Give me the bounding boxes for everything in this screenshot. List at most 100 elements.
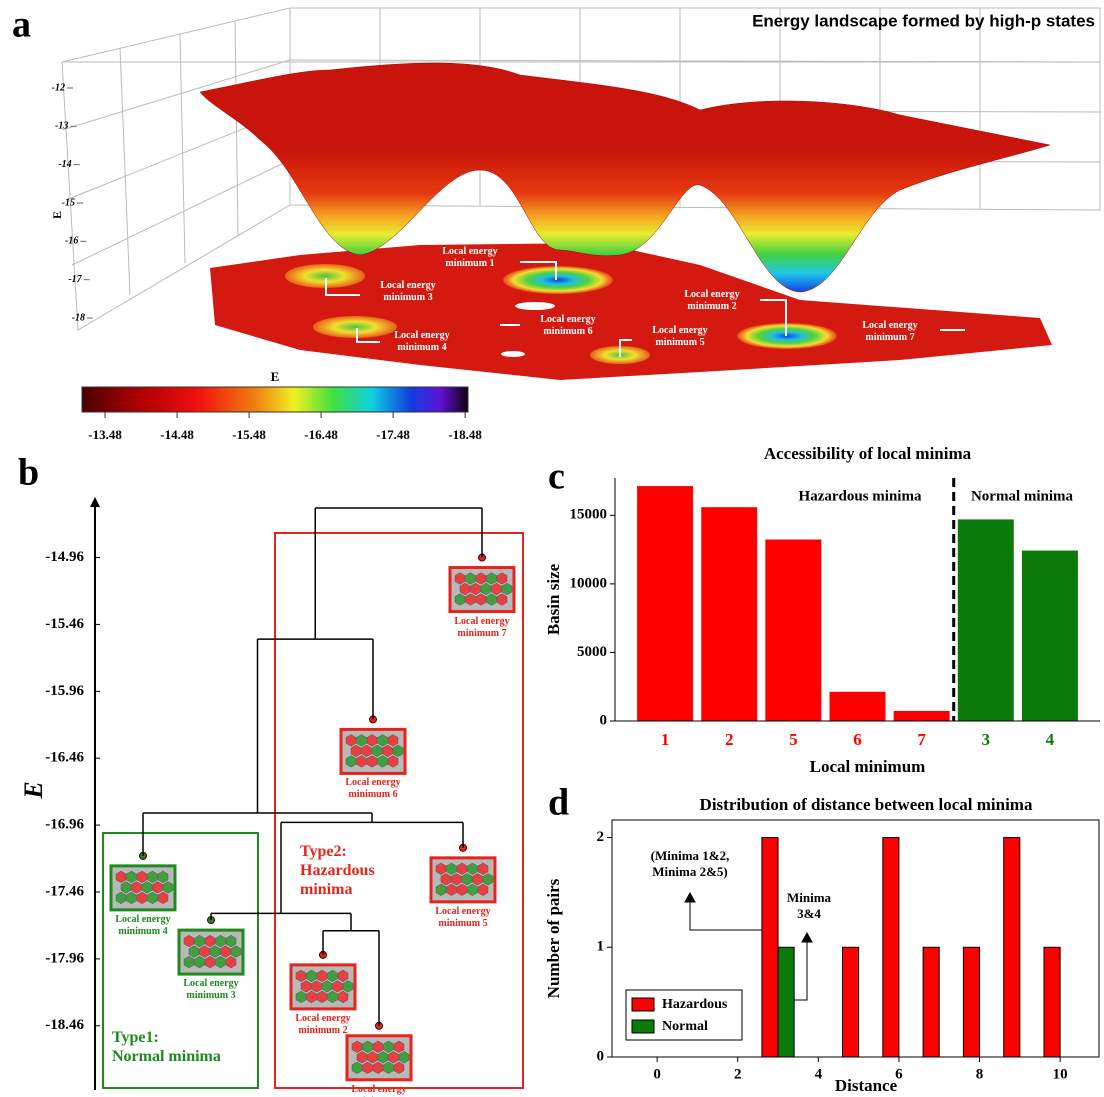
thumbnail-cell [362, 1040, 373, 1053]
bar [765, 539, 822, 721]
thumbnail-cell [456, 862, 468, 875]
thumbnail-cell [486, 593, 497, 606]
thumbnail-cell [136, 891, 148, 904]
thumbnail-cell [480, 582, 492, 596]
thumbnail-cell [215, 935, 226, 948]
thumbnail-cell [225, 935, 237, 948]
y-tick-label: 15000 [570, 507, 608, 523]
thumbnail-cell [372, 1040, 384, 1053]
thumbnail-cell [345, 755, 357, 768]
thumbnail-cell [465, 593, 476, 606]
panel-label: b [18, 452, 39, 494]
y-tick-label: 10000 [570, 575, 608, 591]
thumbnail-cell [383, 1040, 394, 1053]
thumbnail-cell [152, 881, 163, 894]
y-tick-label: 0 [597, 1048, 605, 1064]
thumbnail-cell [306, 969, 317, 982]
z-axis-label: E [50, 211, 64, 219]
thumbnail-cell [435, 883, 447, 896]
z-tick-label: -12 [52, 82, 65, 93]
thumbnail-cell [361, 744, 372, 757]
thumbnail-cell [486, 572, 497, 585]
y-tick-label: -17.46 [45, 883, 84, 899]
bar [1043, 946, 1061, 1058]
thumbnail-cell [356, 755, 367, 768]
thumbnail-cell [467, 883, 478, 896]
thumbnail-cell [194, 956, 205, 969]
legend-swatch [631, 997, 655, 1012]
thumbnail-cell [351, 1040, 363, 1053]
y-tick-label: -16.96 [45, 817, 84, 833]
thumbnail-cell [115, 870, 127, 883]
thumbnail-cell [387, 734, 399, 747]
z-tick-label: -18 [72, 312, 85, 323]
energy-plane [210, 243, 1052, 380]
thumbnail-cell [459, 582, 471, 596]
colorbar-tick-label: -18.48 [448, 427, 482, 442]
z-tick-label: -16 [65, 236, 78, 247]
x-tick-label: 3 [982, 730, 991, 749]
legend-label: Normal [662, 1019, 708, 1034]
plot-frame [611, 819, 1100, 1058]
colorbar-tick-label: -13.48 [88, 427, 122, 442]
thumbnail-cell [501, 582, 513, 596]
z-tick-label: -14 [58, 159, 71, 170]
x-tick-label: 7 [917, 730, 926, 749]
thumbnail-cell [126, 870, 137, 883]
y-tick-label: 0 [600, 712, 608, 728]
thumbnail-cell [204, 956, 216, 969]
thumbnail-cell [332, 980, 343, 993]
x-tick-label: 2 [725, 730, 734, 749]
thumbnail-cell [188, 945, 200, 958]
thumbnail-cell [454, 593, 466, 606]
bar [962, 946, 981, 1058]
thumbnail-cell [183, 935, 195, 948]
panel-label: c [548, 456, 565, 498]
colorbar-label: E [271, 369, 280, 384]
chart-title: Energy landscape formed by high-p states [752, 11, 1095, 30]
thumbnail-cell [162, 881, 174, 894]
thumbnail-cell [157, 870, 169, 883]
thumbnail-cell [454, 572, 466, 585]
x-tick-label: 4 [815, 1066, 823, 1082]
thumbnail-cell [393, 1061, 405, 1074]
y-tick-label: -15.96 [45, 683, 84, 699]
thumbnail-cell [475, 593, 487, 606]
x-tick-label: 5 [789, 730, 798, 749]
thumbnail-cell [367, 1051, 378, 1064]
thumbnail-cell [496, 593, 508, 606]
thumbnail-cell [295, 990, 307, 1003]
thumbnail-cell [482, 873, 494, 886]
thumbnail-cell [467, 862, 478, 875]
thumbnail-cell [477, 883, 489, 896]
colorbar-tick-label: -16.48 [304, 427, 338, 442]
thumbnail-cell [456, 883, 468, 896]
bar [761, 837, 779, 1058]
thumbnail-cell [141, 881, 153, 894]
thumbnail-cell [183, 956, 195, 969]
energy-surface [199, 62, 1051, 293]
thumbnail-cell [327, 969, 338, 982]
thumbnail-cell [351, 1061, 363, 1074]
thumbnail-cell [388, 1051, 399, 1064]
thumbnail-cell [204, 935, 216, 948]
thumbnail-cell [342, 980, 354, 993]
y-tick-label: 1 [597, 939, 605, 955]
colorbar-tick-label: -15.48 [232, 427, 266, 442]
thumbnail-cell [356, 1051, 368, 1064]
thumbnail-cell [337, 969, 349, 982]
thumbnail-cell [194, 935, 205, 948]
bar [637, 486, 694, 721]
thumbnail-cell [383, 1061, 394, 1074]
annotation-arrows [325, 261, 965, 357]
x-tick-label: 6 [853, 730, 862, 749]
thumbnail-cell [496, 572, 508, 585]
thumbnail-cell [470, 582, 481, 596]
y-axis-arrow [90, 497, 100, 507]
thumbnail-cell [491, 582, 502, 596]
thumbnail-cell [366, 734, 378, 747]
x-axis-label: Local minimum [810, 757, 926, 776]
z-tick-label: -13 [55, 121, 68, 132]
thumbnail-cell [377, 1051, 389, 1064]
chart-title: Accessibility of local minima [764, 444, 972, 463]
